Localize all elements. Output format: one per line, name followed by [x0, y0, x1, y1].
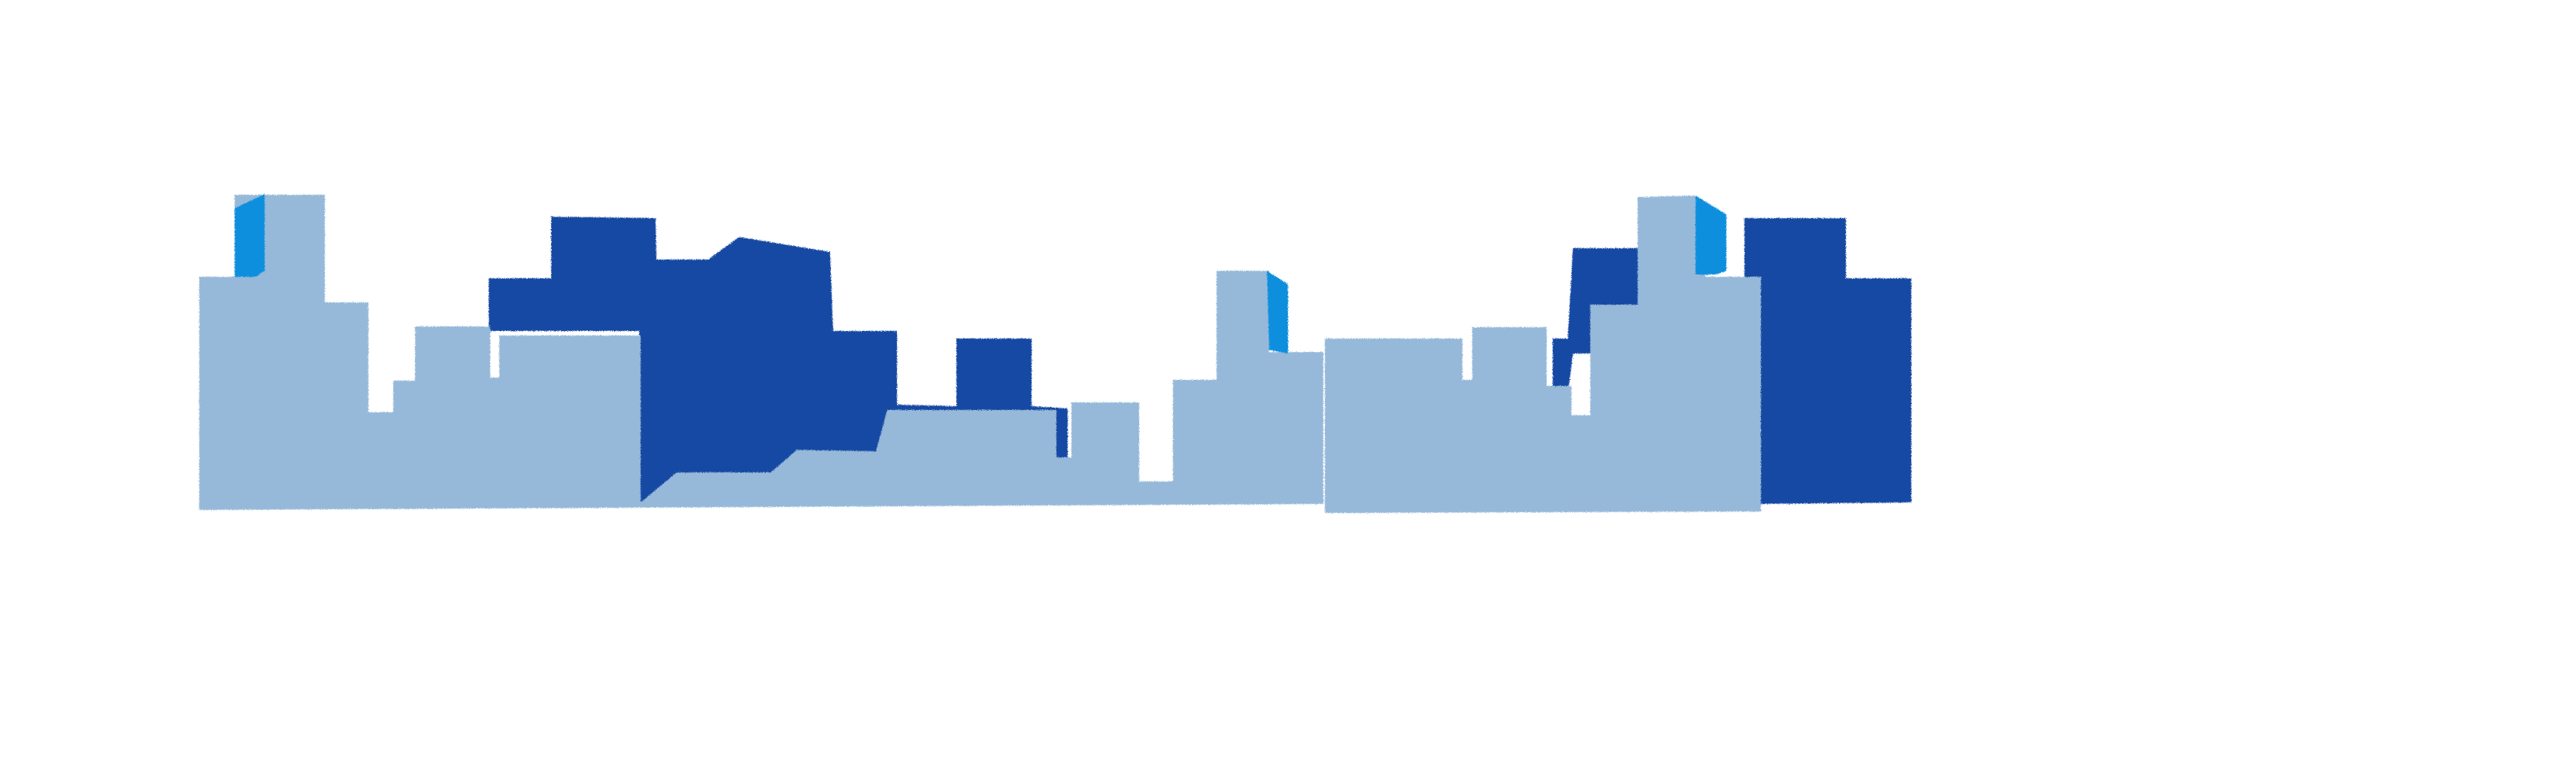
accent-face — [235, 194, 265, 277]
accent-faces — [235, 194, 1726, 354]
light-building — [1325, 196, 1761, 513]
foreground-buildings — [199, 195, 1761, 513]
dark-building — [1744, 218, 1911, 504]
accent-face — [1267, 271, 1288, 354]
accent-face — [1696, 196, 1726, 275]
light-building — [199, 195, 1323, 510]
